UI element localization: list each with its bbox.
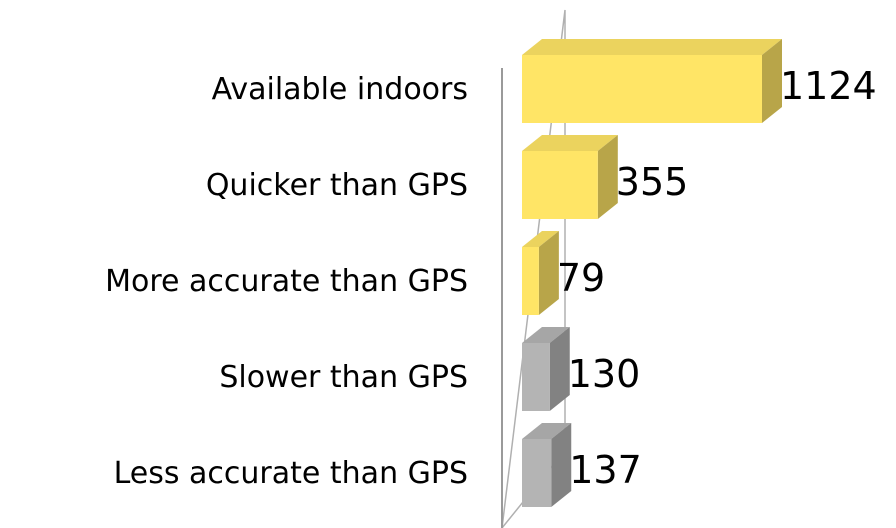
bar-side-face (551, 423, 572, 507)
bar-side-face (597, 135, 618, 219)
category-label: Available indoors (212, 72, 468, 107)
bar-1 (522, 39, 782, 123)
bar-top-face (522, 423, 572, 439)
bar-top-face (522, 327, 570, 343)
bar-front-face (522, 247, 539, 315)
category-label: Quicker than GPS (206, 168, 468, 203)
bar-front-face (522, 343, 550, 411)
value-label: 130 (568, 352, 641, 396)
category-label: Slower than GPS (219, 360, 468, 395)
value-label: 137 (569, 448, 642, 492)
bar-top-face (522, 231, 559, 247)
bar-side-face (538, 231, 559, 315)
bar-front-face (522, 151, 598, 219)
labels-group: Available indoors 1124 Quicker than GPS 355… (105, 64, 877, 492)
bars-group (522, 39, 782, 507)
bar-side-face (549, 327, 570, 411)
bar-front-face (522, 439, 552, 507)
bar-5 (522, 423, 572, 507)
bar-front-face (522, 55, 762, 123)
bar-top-face (522, 135, 618, 151)
bar-3 (522, 231, 559, 315)
bar-4 (522, 327, 570, 411)
bar-side-face (762, 39, 782, 123)
value-label: 1124 (780, 64, 877, 108)
bar-2 (522, 135, 618, 219)
category-label: More accurate than GPS (105, 264, 468, 299)
value-label: 79 (557, 256, 605, 300)
bar-top-face (522, 39, 782, 55)
category-label: Less accurate than GPS (114, 456, 468, 491)
value-label: 355 (616, 160, 689, 204)
